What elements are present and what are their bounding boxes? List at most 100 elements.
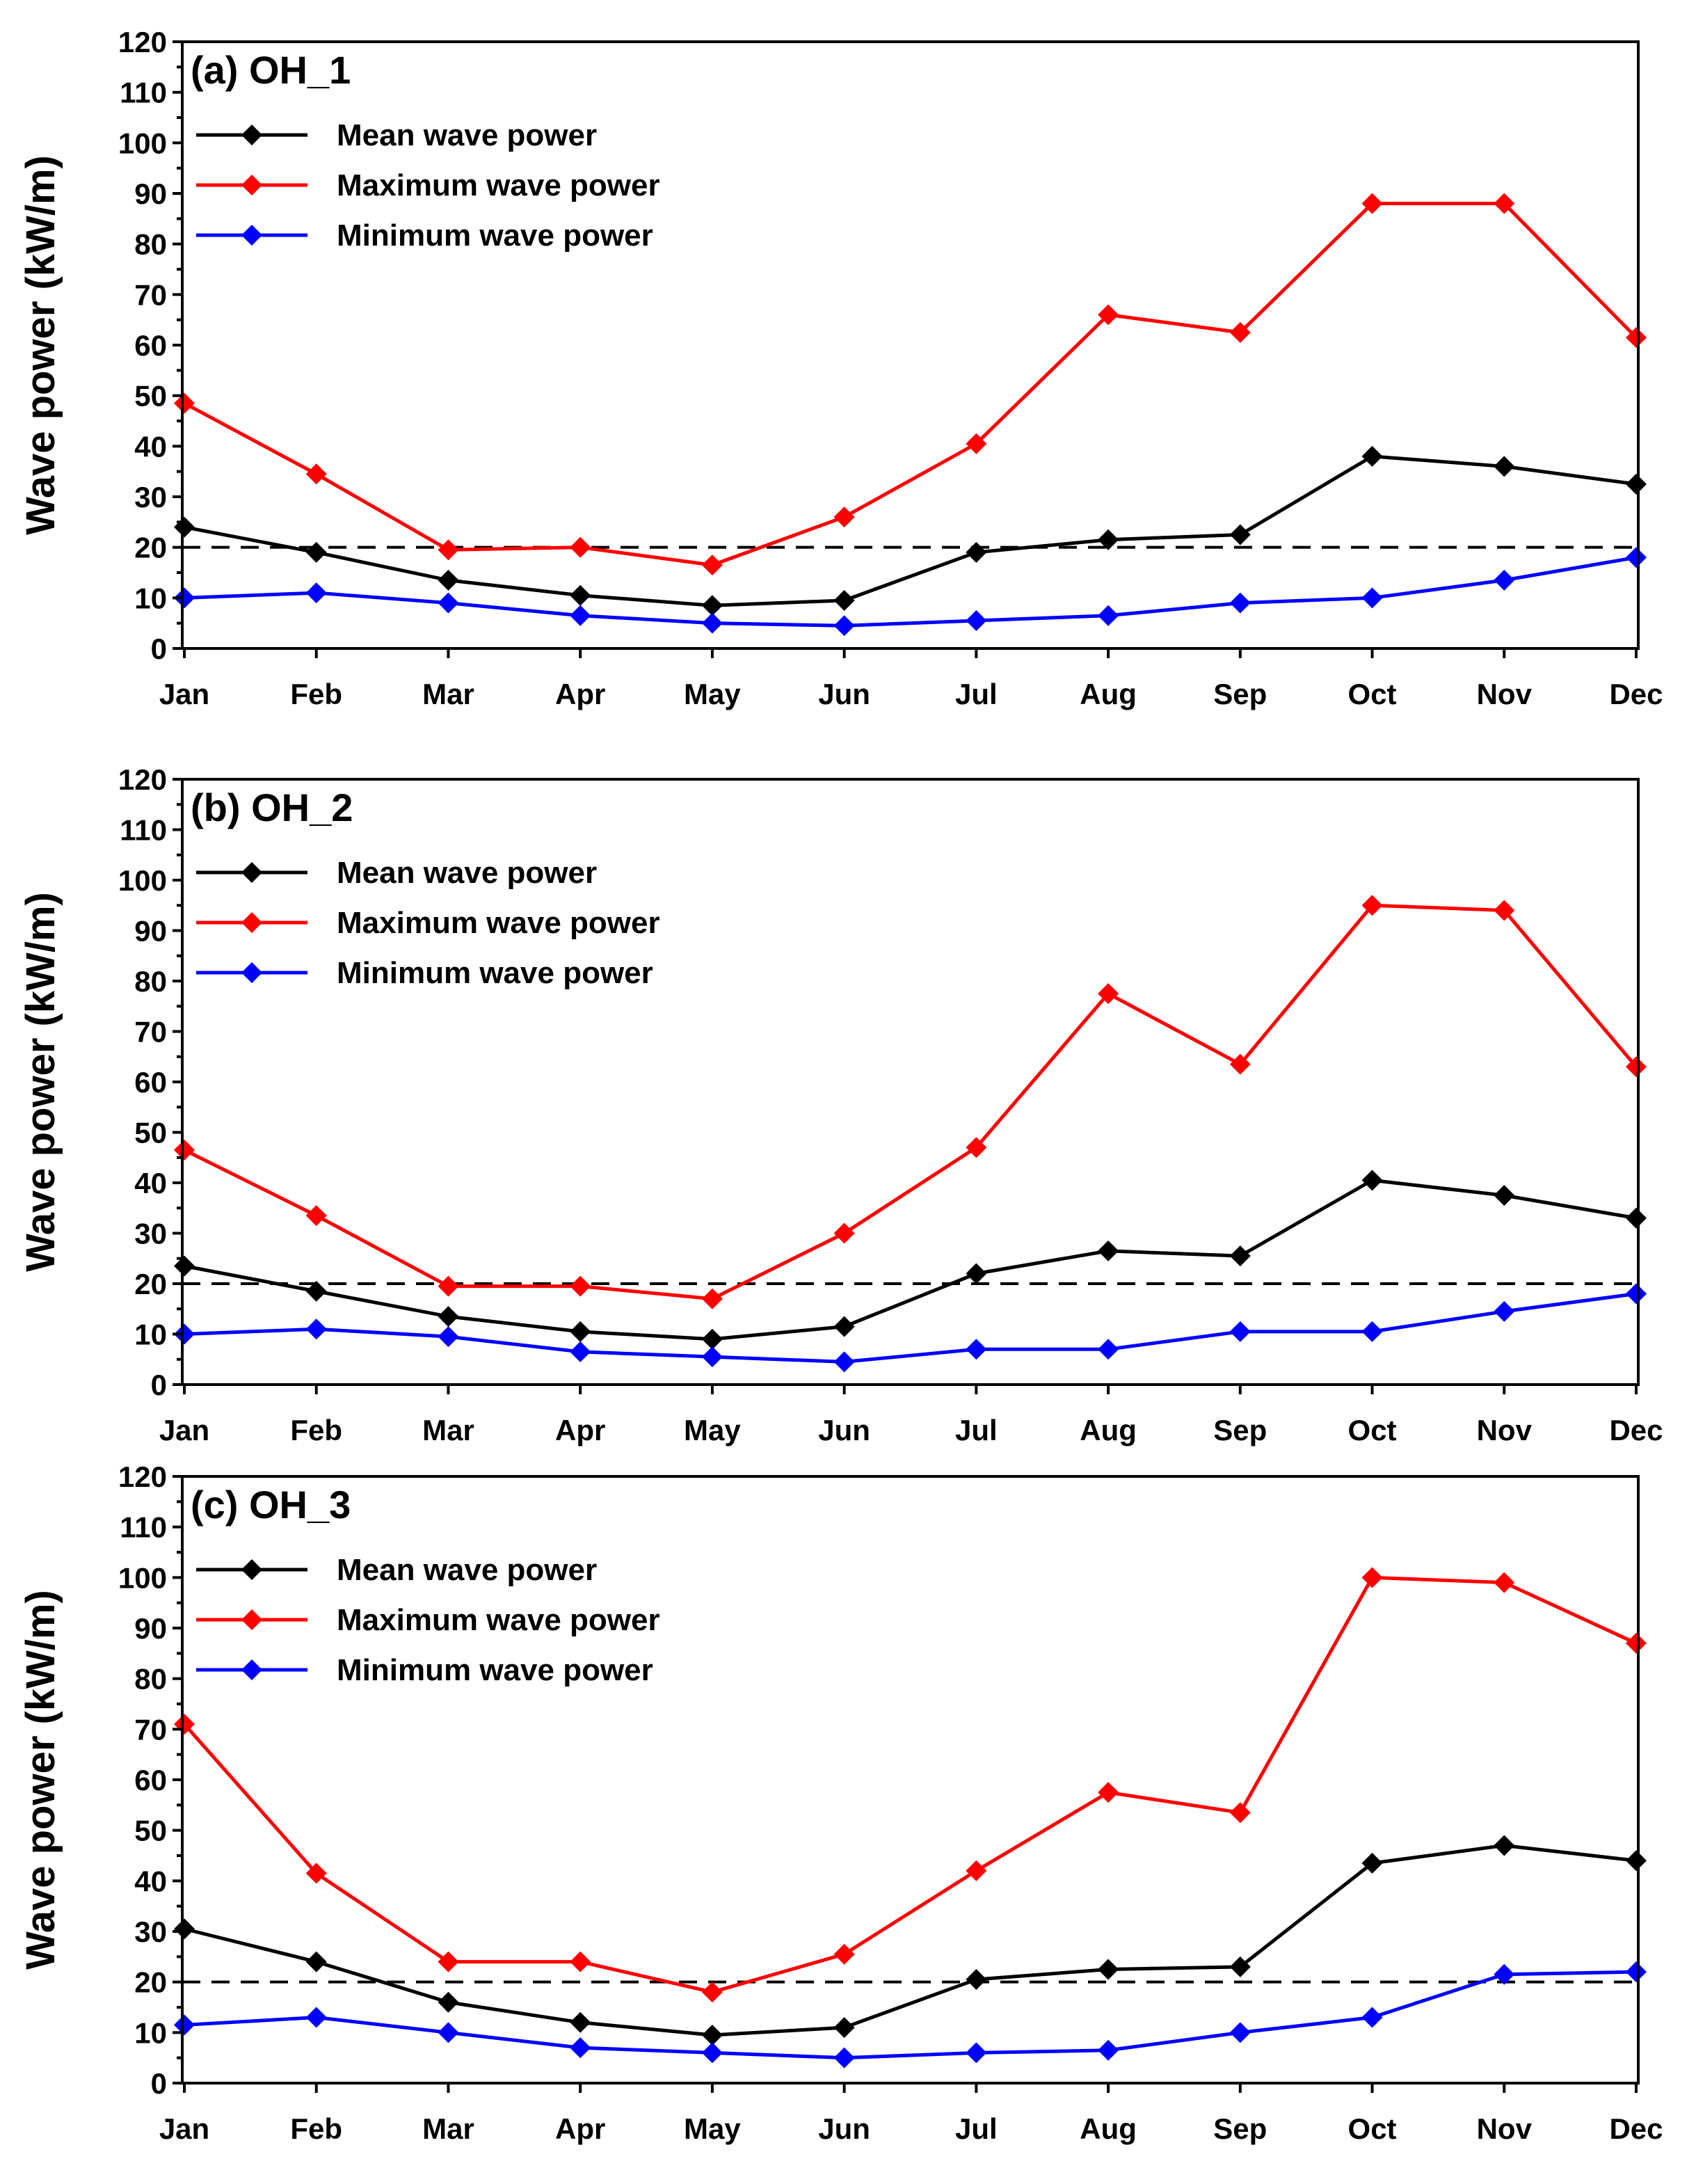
y-tick-label: 30 — [134, 1218, 167, 1250]
y-tick-label: 40 — [134, 430, 167, 463]
data-point-maximum-mar — [438, 1275, 459, 1297]
x-tick-label-mar: Mar — [422, 1414, 474, 1446]
data-point-maximum-jun — [833, 1943, 855, 1965]
data-point-maximum-jul — [966, 1860, 987, 1881]
data-point-mean-may — [701, 2024, 723, 2046]
y-axis-label: Wave power (kW/m) — [18, 1590, 63, 1970]
data-point-minimum-apr — [570, 605, 591, 626]
legend-swatch-marker — [241, 912, 262, 933]
data-point-minimum-sep — [1229, 2022, 1251, 2043]
data-point-maximum-oct — [1361, 193, 1383, 214]
data-point-maximum-jun — [833, 507, 855, 528]
legend-swatch-marker — [241, 1609, 262, 1630]
y-tick-label: 110 — [120, 814, 167, 847]
y-tick-label: 10 — [134, 1318, 167, 1351]
data-point-minimum-dec — [1626, 1283, 1647, 1305]
chart-panel-a: 0 10 20 30 40 50 60 70 80 90 100 110 120 Jan Feb Mar Apr… — [18, 26, 1663, 710]
data-point-mean-sep — [1229, 1956, 1251, 1977]
y-tick-label: 120 — [118, 26, 167, 58]
data-point-mean-apr — [570, 2011, 591, 2033]
legend-label-maximum: Maximum wave power — [337, 168, 660, 202]
data-point-mean-jul — [966, 541, 987, 563]
data-point-maximum-feb — [305, 1205, 327, 1227]
x-tick-label-jul: Jul — [955, 678, 998, 710]
data-point-minimum-nov — [1494, 569, 1515, 591]
x-tick-label-mar: Mar — [422, 2112, 474, 2145]
x-tick-label-apr: Apr — [555, 678, 605, 710]
data-point-mean-mar — [438, 1306, 459, 1328]
x-tick-label-feb: Feb — [290, 1414, 342, 1446]
y-tick-label: 60 — [134, 1066, 167, 1099]
x-tick-label-may: May — [684, 1414, 741, 1446]
data-point-maximum-mar — [438, 539, 459, 561]
data-point-minimum-jan — [174, 587, 195, 609]
data-point-minimum-jul — [966, 2042, 987, 2064]
series-line-minimum-wave-power — [184, 1292, 1637, 1364]
legend-swatch-marker — [241, 175, 262, 196]
x-tick-label-dec: Dec — [1609, 678, 1663, 710]
x-tick-label-jan: Jan — [159, 1414, 209, 1446]
data-point-maximum-nov — [1494, 900, 1515, 921]
x-tick-label-dec: Dec — [1609, 2112, 1663, 2145]
y-tick-label: 40 — [134, 1167, 167, 1199]
legend-label-maximum: Maximum wave power — [337, 906, 660, 940]
data-point-mean-dec — [1626, 473, 1647, 495]
y-tick-label: 100 — [118, 127, 167, 159]
y-tick-label: 80 — [134, 965, 167, 998]
x-tick-label-apr: Apr — [555, 1414, 605, 1446]
y-tick-label: 50 — [134, 1117, 167, 1149]
legend-label-mean: Mean wave power — [337, 856, 597, 890]
data-point-minimum-jul — [966, 1339, 987, 1360]
y-tick-label: 80 — [134, 228, 167, 261]
legend-swatch-marker — [241, 125, 262, 145]
data-point-mean-nov — [1494, 456, 1515, 477]
y-tick-label: 60 — [134, 1764, 167, 1796]
x-tick-label-jul: Jul — [955, 1414, 998, 1446]
y-tick-label: 80 — [134, 1663, 167, 1696]
x-tick-label-sep: Sep — [1213, 1414, 1267, 1446]
data-point-maximum-jul — [966, 1137, 987, 1158]
data-point-mean-feb — [305, 1951, 327, 1972]
data-point-minimum-aug — [1098, 2039, 1119, 2061]
legend-label-mean: Mean wave power — [337, 1553, 597, 1587]
data-point-mean-jan — [174, 1918, 195, 1940]
x-tick-label-feb: Feb — [290, 2112, 342, 2145]
data-point-maximum-sep — [1229, 1802, 1251, 1824]
data-point-minimum-mar — [438, 2022, 459, 2043]
y-tick-label: 90 — [134, 915, 167, 948]
legend-label-maximum: Maximum wave power — [337, 1603, 660, 1637]
x-tick-label-jun: Jun — [818, 1414, 870, 1446]
data-point-minimum-sep — [1229, 1321, 1251, 1342]
data-point-maximum-jan — [174, 392, 195, 414]
y-tick-label: 60 — [134, 329, 167, 362]
data-point-mean-dec — [1626, 1207, 1647, 1229]
data-point-mean-dec — [1626, 1850, 1647, 1872]
data-point-mean-sep — [1229, 524, 1251, 545]
data-point-mean-mar — [438, 569, 459, 591]
data-point-maximum-nov — [1494, 1572, 1515, 1593]
data-point-mean-jun — [833, 1316, 855, 1337]
y-tick-label: 100 — [118, 1561, 167, 1594]
data-point-minimum-feb — [305, 2007, 327, 2028]
data-point-maximum-may — [701, 1288, 723, 1309]
x-tick-label-nov: Nov — [1477, 2112, 1533, 2145]
data-point-mean-jan — [174, 516, 195, 538]
data-point-minimum-nov — [1494, 1963, 1515, 1985]
data-point-minimum-may — [701, 2042, 723, 2064]
data-point-mean-jan — [174, 1255, 195, 1277]
data-point-mean-oct — [1361, 445, 1383, 467]
series-line-maximum-wave-power — [183, 202, 1638, 567]
y-tick-label: 90 — [134, 1612, 167, 1645]
x-tick-label-jan: Jan — [159, 678, 209, 710]
y-tick-label: 120 — [118, 763, 167, 796]
data-point-maximum-jan — [174, 1139, 195, 1161]
legend-label-minimum: Minimum wave power — [337, 1653, 653, 1687]
data-point-minimum-dec — [1626, 1961, 1647, 1983]
y-tick-label: 20 — [134, 1268, 167, 1300]
data-point-maximum-aug — [1098, 1782, 1119, 1803]
data-point-mean-jul — [966, 1969, 987, 1991]
data-point-maximum-may — [701, 555, 723, 576]
data-point-maximum-jul — [966, 433, 987, 454]
data-point-maximum-aug — [1098, 304, 1119, 326]
series-line-mean-wave-power — [184, 454, 1637, 607]
